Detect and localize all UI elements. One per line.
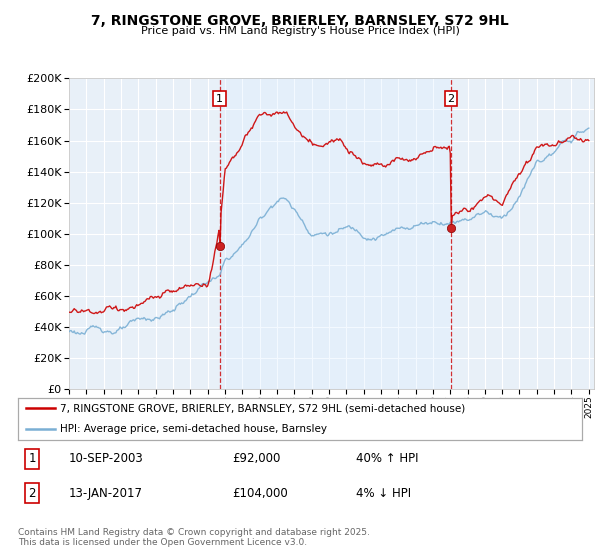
Text: 2: 2 xyxy=(448,94,454,104)
Text: 7, RINGSTONE GROVE, BRIERLEY, BARNSLEY, S72 9HL: 7, RINGSTONE GROVE, BRIERLEY, BARNSLEY, … xyxy=(91,14,509,28)
Text: Price paid vs. HM Land Registry's House Price Index (HPI): Price paid vs. HM Land Registry's House … xyxy=(140,26,460,36)
Text: £104,000: £104,000 xyxy=(232,487,288,500)
Text: HPI: Average price, semi-detached house, Barnsley: HPI: Average price, semi-detached house,… xyxy=(60,424,328,434)
Text: 2: 2 xyxy=(28,487,36,500)
Text: 13-JAN-2017: 13-JAN-2017 xyxy=(69,487,143,500)
Text: 10-SEP-2003: 10-SEP-2003 xyxy=(69,452,143,465)
Text: Contains HM Land Registry data © Crown copyright and database right 2025.
This d: Contains HM Land Registry data © Crown c… xyxy=(18,528,370,547)
Text: £92,000: £92,000 xyxy=(232,452,281,465)
Text: 1: 1 xyxy=(216,94,223,104)
Text: 4% ↓ HPI: 4% ↓ HPI xyxy=(356,487,412,500)
Text: 40% ↑ HPI: 40% ↑ HPI xyxy=(356,452,419,465)
Text: 1: 1 xyxy=(28,452,36,465)
Bar xyxy=(220,78,451,389)
Text: 7, RINGSTONE GROVE, BRIERLEY, BARNSLEY, S72 9HL (semi-detached house): 7, RINGSTONE GROVE, BRIERLEY, BARNSLEY, … xyxy=(60,403,466,413)
